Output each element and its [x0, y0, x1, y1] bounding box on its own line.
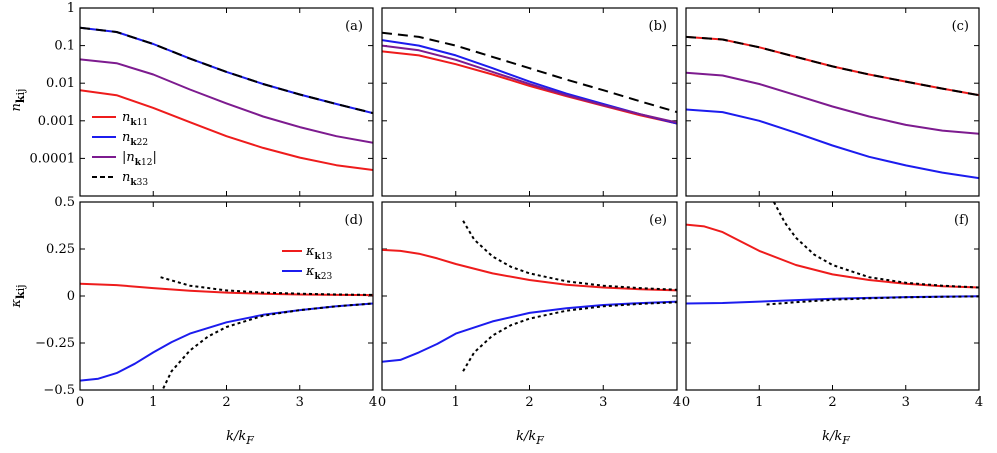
panel-label: (f): [954, 213, 969, 228]
panel-a: 1 0.1 0.01 0.001 0.0001 (a) nk11 nk22 |nk12| nk33: [30, 1, 374, 197]
series-line-dotted: [766, 295, 979, 306]
series-line-k13: [686, 223, 979, 289]
panel-b: (b): [381, 7, 678, 197]
x-tick-label: 2: [222, 395, 230, 410]
series-line-nk12: [80, 58, 373, 144]
legend-label: κk23: [305, 264, 333, 282]
plot-frame: [79, 7, 374, 197]
x-tick-label: 4: [975, 395, 983, 410]
panel-c: (c): [685, 7, 980, 197]
plot-frame: [685, 7, 980, 197]
x-tick-label: 1: [755, 395, 763, 410]
y-tick-label: −0.5: [43, 383, 75, 398]
y-tick-label: 0.01: [46, 76, 75, 91]
plot-frame: [381, 201, 678, 391]
series-line-nk33: [686, 35, 979, 97]
series-line-nk33: [80, 26, 373, 115]
series-line-nk11: [80, 89, 373, 171]
series-line-k23: [80, 302, 373, 382]
y-tick-label: 0.001: [38, 114, 75, 129]
panel-label: (a): [345, 19, 363, 34]
bottom-y-axis-label: κkij: [9, 284, 27, 308]
y-tick-label: 0.1: [54, 39, 75, 54]
x-tick-label: 2: [525, 395, 533, 410]
panel-e: 0 1 2 3 4 (e): [378, 201, 681, 410]
panel-label: (b): [649, 19, 667, 34]
legend-label: κk13: [305, 244, 333, 262]
x-tick-label: 1: [149, 395, 157, 410]
panel-label: (c): [952, 19, 969, 34]
panel-d: 0 1 2 3 4 0.5 0.25 0 −0.25 −0.5 (d) κk13 κk23: [35, 195, 377, 410]
legend-label: nk11: [122, 110, 148, 128]
series-line-k13: [80, 282, 373, 297]
legend-label: nk22: [122, 130, 148, 148]
y-tick-label: −0.25: [35, 336, 75, 351]
x-tick-label: 3: [902, 395, 910, 410]
x-tick-label: 2: [828, 395, 836, 410]
series-line-k13: [382, 248, 677, 292]
series-line-dotted: [462, 220, 677, 291]
x-axis-label: k/kF: [516, 429, 544, 447]
x-tick-label: 4: [673, 395, 681, 410]
series-line-dotted: [773, 202, 979, 289]
y-tick-label: 0.5: [54, 195, 75, 210]
series-line-nk22: [686, 108, 979, 180]
x-tick-label: 0: [682, 395, 690, 410]
y-tick-label: 1: [67, 1, 75, 16]
x-axis-label: k/kF: [226, 429, 254, 447]
x-tick-label: 3: [296, 395, 304, 410]
x-tick-label: 0: [378, 395, 386, 410]
panel-f: 0 1 2 3 4 (f): [682, 201, 983, 410]
y-tick-label: 0.25: [46, 242, 75, 257]
series-line-dotted: [462, 301, 677, 372]
x-tick-label: 3: [599, 395, 607, 410]
panel-label: (e): [649, 213, 667, 228]
x-axis-label: k/kF: [822, 429, 850, 447]
plot-frame: [685, 201, 980, 391]
legend: nk11 nk22 |nk12| nk33: [92, 110, 157, 188]
legend: κk13 κk23: [282, 244, 333, 282]
panel-label: (d): [345, 213, 363, 228]
y-tick-label: 0: [67, 289, 75, 304]
x-tick-label: 1: [452, 395, 460, 410]
legend-label: |nk12|: [122, 150, 157, 168]
y-tick-label: 0.0001: [30, 151, 76, 166]
series-line-nk12: [382, 44, 677, 124]
x-tick-label: 4: [369, 395, 377, 410]
plot-frame: [381, 7, 678, 197]
series-line-dotted: [160, 276, 373, 296]
plot-frame: [79, 201, 374, 391]
x-tick-label: 0: [76, 395, 84, 410]
series-line-nk12: [686, 71, 979, 135]
series-line-nk33: [382, 31, 677, 114]
top-y-axis-label: nkij: [9, 89, 27, 112]
legend-label: nk33: [122, 170, 148, 188]
series-line-nk22: [80, 26, 373, 115]
series-line-dotted: [161, 302, 373, 390]
series-line-k23: [382, 300, 677, 363]
